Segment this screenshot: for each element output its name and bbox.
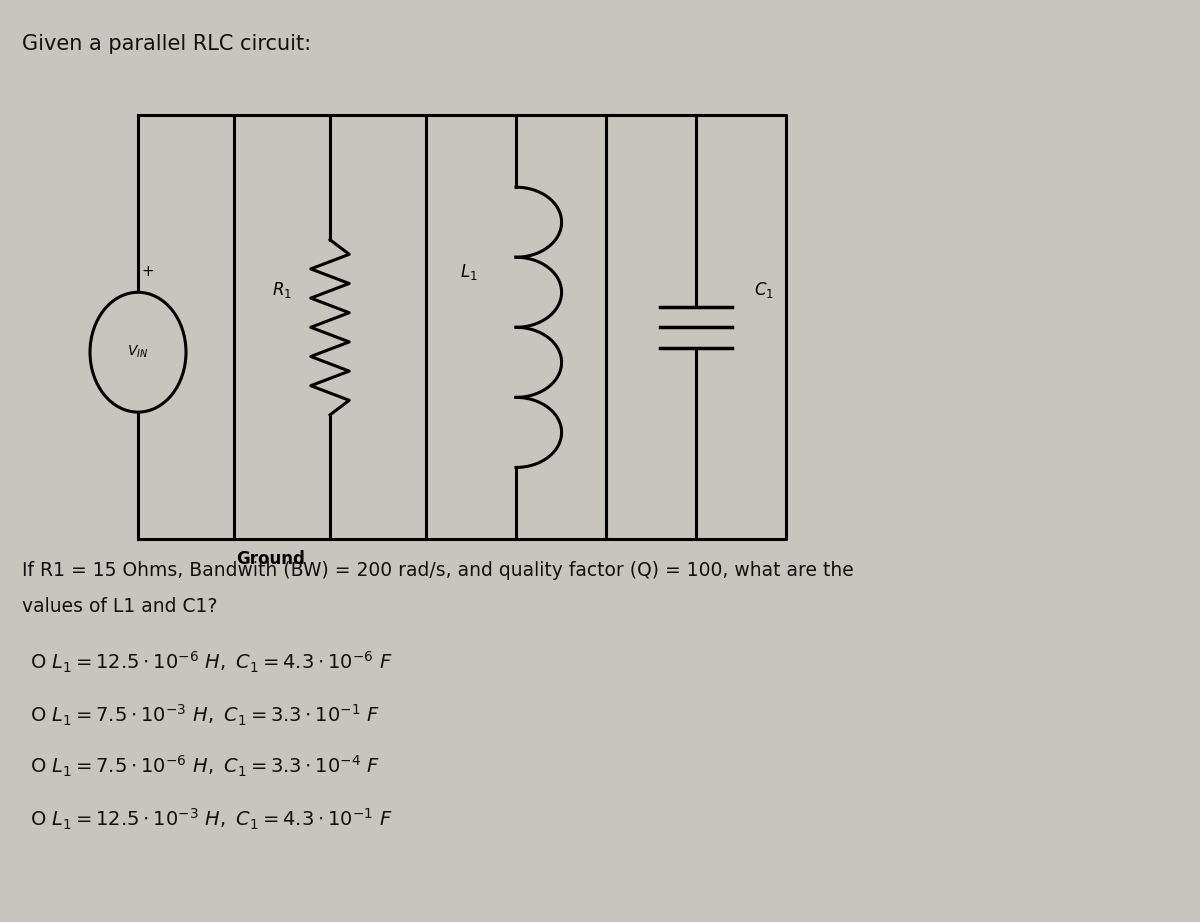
- Text: O $L_1 = 12.5 \cdot 10^{-6}\ H,\ C_1 = 4.3 \cdot 10^{-6}\ F$: O $L_1 = 12.5 \cdot 10^{-6}\ H,\ C_1 = 4…: [30, 650, 392, 675]
- Text: If R1 = 15 Ohms, Bandwith (BW) = 200 rad/s, and quality factor (Q) = 100, what a: If R1 = 15 Ohms, Bandwith (BW) = 200 rad…: [22, 561, 853, 580]
- Text: $V_{IN}$: $V_{IN}$: [127, 344, 149, 361]
- Text: values of L1 and C1?: values of L1 and C1?: [22, 597, 217, 617]
- Text: Ground: Ground: [236, 550, 305, 569]
- Text: $C_1$: $C_1$: [754, 280, 774, 301]
- Text: O $L_1 = 7.5 \cdot 10^{-3}\ H,\ C_1 = 3.3 \cdot 10^{-1}\ F$: O $L_1 = 7.5 \cdot 10^{-3}\ H,\ C_1 = 3.…: [30, 703, 380, 727]
- Text: O $L_1 = 12.5 \cdot 10^{-3}\ H,\ C_1 = 4.3 \cdot 10^{-1}\ F$: O $L_1 = 12.5 \cdot 10^{-3}\ H,\ C_1 = 4…: [30, 807, 392, 832]
- Ellipse shape: [90, 292, 186, 412]
- Text: +: +: [142, 265, 154, 279]
- Text: O $L_1 = 7.5 \cdot 10^{-6}\ H,\ C_1 = 3.3 \cdot 10^{-4}\ F$: O $L_1 = 7.5 \cdot 10^{-6}\ H,\ C_1 = 3.…: [30, 754, 380, 779]
- Text: $L_1$: $L_1$: [460, 262, 478, 282]
- Text: Given a parallel RLC circuit:: Given a parallel RLC circuit:: [22, 34, 311, 54]
- Text: $R_1$: $R_1$: [271, 280, 292, 301]
